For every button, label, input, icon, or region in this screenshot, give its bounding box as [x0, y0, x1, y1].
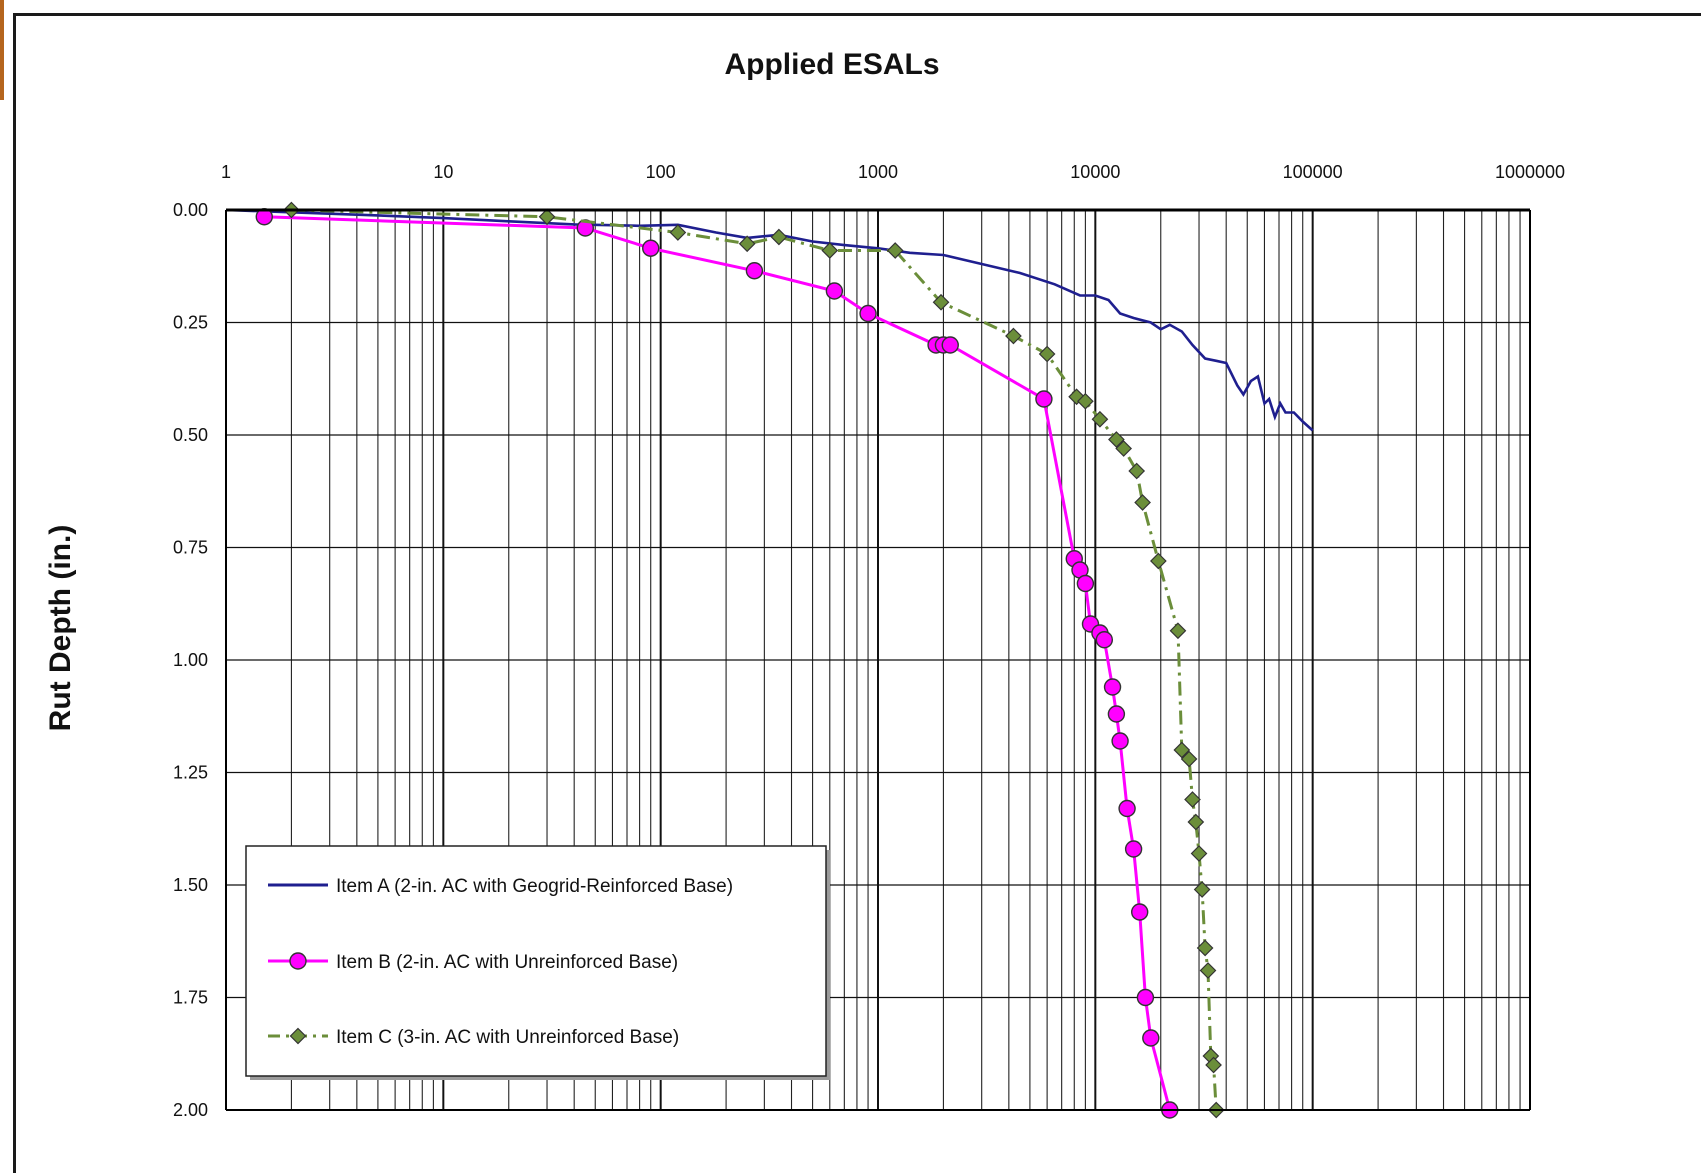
y-tick-label: 1.25 [173, 763, 208, 783]
legend-marker [289, 952, 307, 970]
data-point [1108, 431, 1125, 448]
series-layer [225, 201, 1314, 1119]
x-tick-label: 1000000 [1495, 162, 1565, 182]
data-point [825, 282, 844, 300]
data-point [1130, 903, 1149, 921]
y-tick-label: 0.75 [173, 538, 208, 558]
data-point [1091, 410, 1109, 428]
data-point [886, 242, 904, 259]
x-tick-label: 1 [221, 162, 231, 182]
data-point [1190, 845, 1208, 862]
data-point [770, 228, 788, 246]
data-point [1124, 840, 1143, 858]
data-point [1187, 813, 1205, 831]
series-line [225, 208, 1314, 432]
legend-entry: Item C (3-in. AC with Unreinforced Base) [336, 1027, 679, 1048]
y-tick-label: 1.75 [173, 988, 208, 1008]
legend-entry: Item B (2-in. AC with Unreinforced Base) [336, 952, 678, 973]
x-tick-label: 1000 [858, 162, 898, 182]
data-point [1128, 462, 1146, 480]
data-point [859, 304, 877, 323]
data-point [669, 224, 687, 241]
corner-accent [0, 0, 4, 100]
x-tick-label: 10000 [1070, 162, 1120, 182]
data-point [1005, 327, 1022, 345]
data-point [1038, 345, 1056, 363]
legend-marker [289, 1027, 307, 1045]
data-point [1142, 1029, 1160, 1047]
data-point [745, 262, 764, 280]
series-b [255, 208, 1179, 1119]
data-point [738, 235, 756, 253]
legend-entry: Item A (2-in. AC with Geogrid-Reinforced… [336, 876, 733, 897]
data-point [1193, 881, 1211, 898]
x-tick-label: 10 [433, 162, 453, 182]
axis-layer: 1 10 100 1000 10000 100000 1000000 0.00 0.25 0.50… [173, 162, 1565, 1120]
data-point [821, 242, 839, 259]
data-point [1134, 494, 1151, 511]
data-point [1107, 705, 1126, 723]
data-point [1118, 799, 1136, 818]
data-point [1199, 962, 1217, 979]
y-tick-label: 1.50 [173, 875, 208, 895]
data-point [1076, 574, 1095, 593]
y-tick-label: 2.00 [173, 1100, 208, 1120]
data-point [1205, 1056, 1222, 1074]
y-tick-label: 0.50 [173, 425, 208, 445]
data-point [1111, 732, 1129, 750]
legend: Item A (2-in. AC with Geogrid-Reinforced… [245, 845, 830, 1080]
data-point [1150, 552, 1167, 570]
series-line [291, 208, 1218, 1111]
y-axis-label: Rut Depth (in.) [44, 525, 77, 732]
data-point [941, 336, 959, 354]
y-tick-label: 1.00 [173, 650, 208, 670]
data-point [1196, 939, 1214, 957]
series-a [225, 208, 1314, 432]
data-point [642, 239, 660, 257]
data-point [538, 208, 556, 226]
data-point [1077, 392, 1094, 410]
data-point [1115, 440, 1133, 457]
data-point [1103, 678, 1122, 696]
y-tick-label: 0.00 [173, 200, 208, 220]
data-point [1035, 390, 1053, 408]
data-point [1136, 988, 1155, 1007]
data-point [1180, 750, 1198, 768]
data-point [1095, 631, 1114, 649]
data-point [1173, 741, 1191, 759]
series-c [283, 201, 1225, 1119]
legend-box [245, 845, 827, 1077]
data-point [1169, 622, 1187, 640]
x-tick-label: 100 [646, 162, 676, 182]
x-tick-label: 100000 [1283, 162, 1343, 182]
data-point [1184, 791, 1201, 808]
chart-title: Applied ESALs [724, 48, 939, 81]
y-tick-label: 0.25 [173, 313, 208, 333]
data-point [932, 293, 950, 311]
